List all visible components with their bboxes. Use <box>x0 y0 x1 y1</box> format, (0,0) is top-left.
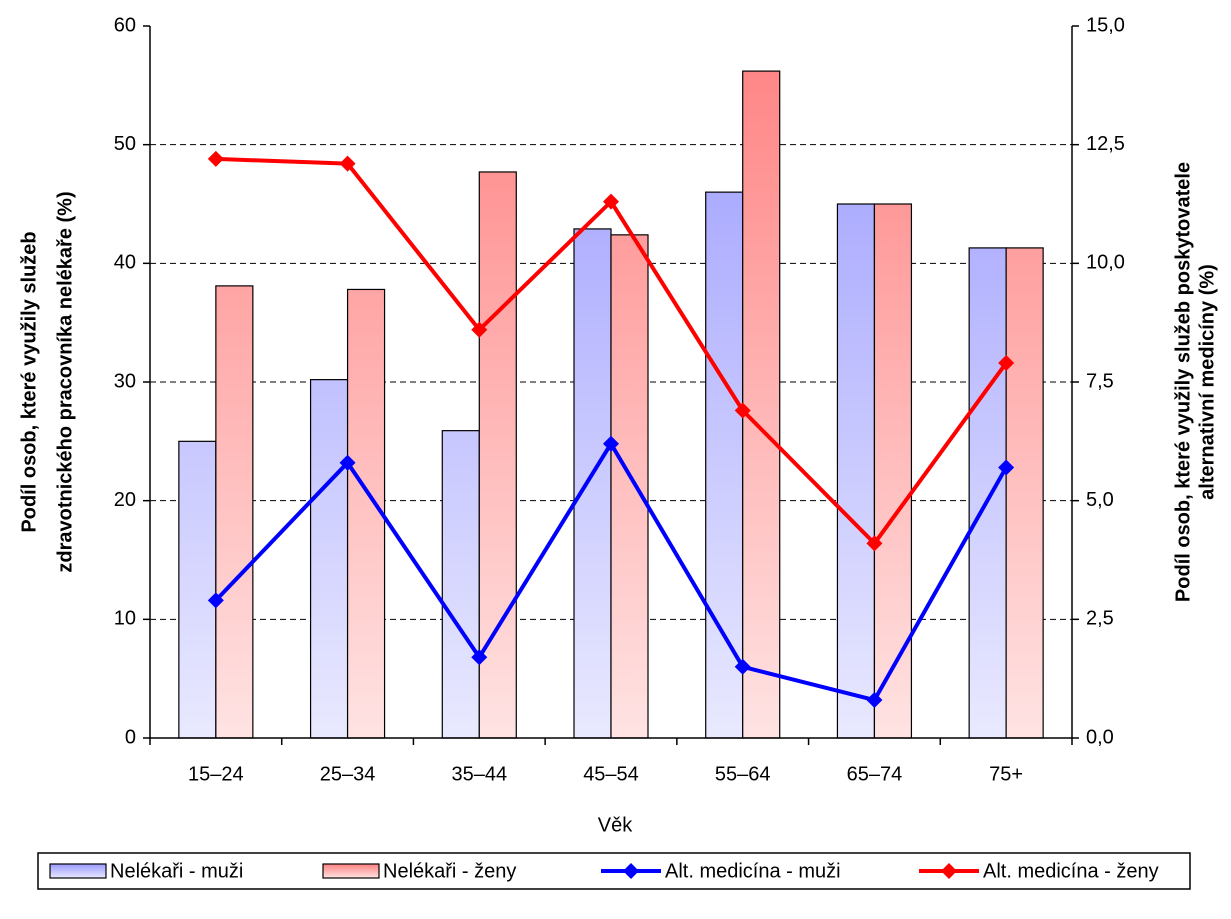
marker <box>866 692 883 709</box>
x-tick-label: 35–44 <box>451 763 507 785</box>
marker <box>339 155 356 172</box>
legend-marker <box>623 863 639 879</box>
y2-tick-label: 15,0 <box>1086 14 1125 36</box>
bar <box>346 288 386 739</box>
y2-tick-label: 7,5 <box>1086 370 1114 392</box>
bar <box>441 430 480 739</box>
y2-tick-label: 10,0 <box>1086 252 1125 274</box>
legend-swatch <box>49 863 107 879</box>
marker <box>207 592 224 609</box>
y-tick-label: 60 <box>114 14 136 36</box>
legend-label: Nelékaři - ženy <box>383 860 516 882</box>
marker <box>339 454 356 471</box>
y-axis-label-line: Podíl osob, které využily služeb <box>18 231 40 532</box>
legend-marker <box>941 863 957 879</box>
legend-label: Alt. medicína - ženy <box>983 860 1159 882</box>
y2-axis-label: Podíl osob, které využily služeb poskyto… <box>1172 162 1218 602</box>
y2-tick-label: 0,0 <box>1086 726 1114 748</box>
y-tick-label: 0 <box>125 726 136 748</box>
x-axis-label: Věk <box>598 814 633 836</box>
x-tick-label: 15–24 <box>188 763 244 785</box>
bar <box>478 171 517 739</box>
marker <box>603 193 619 210</box>
x-tick-label: 65–74 <box>847 763 903 785</box>
y-tick-label: 50 <box>114 133 136 155</box>
legend-box <box>37 852 1191 890</box>
y2-axis-label-line: alternativní medicíny (%) <box>1196 264 1218 500</box>
legend-swatch <box>322 863 380 879</box>
bar <box>705 191 744 739</box>
bar <box>178 440 217 739</box>
marker <box>734 402 751 419</box>
bar <box>873 203 913 739</box>
legend-label: Alt. medicína - muži <box>665 860 841 882</box>
marker <box>866 535 883 552</box>
y-tick-label: 40 <box>114 252 136 274</box>
bar <box>610 234 649 739</box>
y-axis-label: Podíl osob, které využily služeb zdravot… <box>18 191 76 572</box>
y2-tick-label: 2,5 <box>1086 608 1114 630</box>
x-tick-label: 75+ <box>989 763 1023 785</box>
y-axis-label-line: zdravotnického pracovníka nelékaře (%) <box>54 191 76 572</box>
marker <box>734 658 751 675</box>
bar <box>968 247 1007 739</box>
x-tick-label: 25–34 <box>320 763 376 785</box>
marker <box>471 321 488 338</box>
bar <box>1005 247 1044 739</box>
bar <box>573 228 612 739</box>
x-tick-label: 45–54 <box>583 763 639 785</box>
x-tick-label: 55–64 <box>715 763 771 785</box>
marker <box>471 649 488 666</box>
marker <box>998 355 1015 372</box>
bar <box>836 203 876 739</box>
y2-axis-label-line: Podíl osob, které využily služeb poskyto… <box>1172 162 1194 602</box>
legend-label: Nelékaři - muži <box>110 860 243 882</box>
bar <box>309 379 349 739</box>
y-tick-label: 10 <box>114 608 136 630</box>
marker <box>998 459 1015 476</box>
bar <box>215 285 254 739</box>
marker <box>207 150 224 167</box>
y2-tick-label: 5,0 <box>1086 489 1114 511</box>
bar <box>742 70 781 739</box>
y2-tick-label: 12,5 <box>1086 133 1125 155</box>
marker <box>603 435 619 452</box>
y-tick-label: 20 <box>114 489 136 511</box>
y-tick-label: 30 <box>114 370 136 392</box>
